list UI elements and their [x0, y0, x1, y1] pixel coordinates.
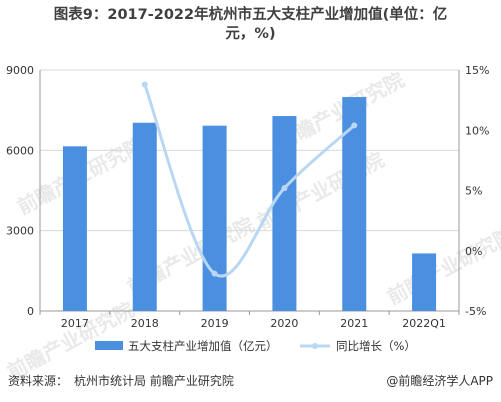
growth-point — [281, 185, 288, 192]
growth-point — [211, 270, 218, 277]
bar — [62, 146, 87, 311]
right-axis-tick-label: 10% — [465, 124, 489, 137]
chart-title-line2: 元，%) — [225, 26, 276, 42]
left-axis-tick-label: 0 — [27, 305, 34, 318]
x-axis-tick-label: 2019 — [201, 317, 229, 330]
x-axis-tick-label: 2017 — [61, 317, 89, 330]
source-text: 杭州市统计局 前瞻产业研究院 — [74, 374, 234, 388]
growth-point — [141, 81, 148, 88]
bar — [412, 253, 437, 311]
left-axis-tick-label: 3000 — [6, 225, 34, 238]
x-axis-tick-label: 2020 — [270, 317, 298, 330]
legend-line-marker — [312, 343, 318, 349]
legend-bar-swatch — [95, 341, 123, 350]
left-axis-tick-label: 9000 — [6, 64, 34, 77]
legend-bar-label: 五大支柱产业增加值（亿元） — [128, 339, 278, 353]
bar — [272, 116, 297, 312]
growth-line — [143, 82, 356, 278]
x-axis-tick-label: 2022Q1 — [402, 317, 446, 330]
x-axis-tick-label: 2021 — [340, 317, 368, 330]
bar — [202, 125, 227, 311]
x-axis-tick-label: 2018 — [131, 317, 159, 330]
growth-point — [351, 122, 358, 129]
left-axis-tick-label: 6000 — [6, 144, 34, 157]
brand-text: @前瞻经济学人APP — [386, 374, 493, 388]
bar — [342, 97, 367, 311]
source-label: 资料来源： — [8, 374, 69, 388]
chart-title-line1: 图表9：2017-2022年杭州市五大支柱产业增加值(单位：亿 — [53, 7, 448, 23]
legend-line-label: 同比增长（%） — [336, 339, 416, 353]
right-axis-tick-label: -5% — [465, 305, 486, 318]
right-axis-tick-label: 0% — [465, 245, 482, 258]
chart-title: 图表9：2017-2022年杭州市五大支柱产业增加值(单位：亿 元，%) — [0, 6, 501, 44]
right-axis-tick-label: 15% — [465, 64, 489, 77]
right-axis-tick-label: 5% — [465, 185, 482, 198]
bar — [132, 122, 157, 311]
